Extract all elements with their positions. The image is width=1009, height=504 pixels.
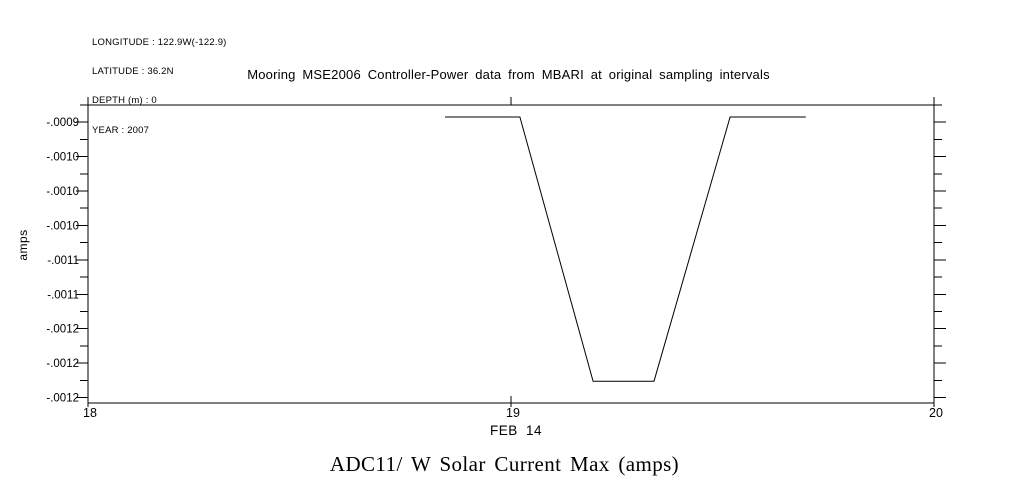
x-axis-ticks-bottom	[87, 396, 935, 407]
y-tick-label: -.0011	[47, 289, 79, 301]
y-axis-ticks-left	[76, 104, 88, 399]
x-tick-label: 19	[506, 406, 520, 420]
x-axis-label: FEB 14	[489, 423, 543, 438]
x-axis-tick-labels: 18 19 20	[83, 406, 943, 420]
y-tick-label: -.0012	[46, 393, 79, 405]
metadata-block: LONGITUDE : 122.9W(-122.9) LATITUDE : 36…	[92, 18, 227, 155]
data-line	[445, 116, 806, 382]
plot-bottom-title: ADC11/ W Solar Current Max (amps)	[329, 452, 680, 476]
x-tick-label: 18	[83, 406, 97, 420]
y-tick-label: -.0010	[46, 186, 79, 198]
chart-title: Mooring MSE2006 Controller-Power data fr…	[247, 67, 770, 82]
x-tick-label: 20	[929, 406, 943, 420]
metadata-latitude: LATITUDE : 36.2N	[92, 65, 174, 77]
y-tick-label: -.0012	[46, 324, 79, 336]
y-tick-label: -.0010	[46, 152, 79, 164]
y-axis-tick-labels: -.0009 -.0010 -.0010 -.0010 -.0011 -.0011 -.00…	[46, 117, 79, 404]
y-axis-ticks-right	[934, 104, 946, 399]
metadata-depth: DEPTH (m) : 0	[92, 95, 157, 107]
y-tick-label: -.0010	[46, 220, 79, 232]
plot-frame	[87, 104, 935, 404]
y-tick-label: -.0011	[47, 255, 79, 267]
metadata-longitude: LONGITUDE : 122.9W(-122.9)	[92, 36, 227, 48]
x-axis-ticks-top	[87, 97, 935, 105]
y-tick-label: -.0009	[46, 117, 79, 129]
y-tick-label: -.0012	[46, 358, 79, 370]
metadata-year: YEAR : 2007	[92, 124, 150, 136]
